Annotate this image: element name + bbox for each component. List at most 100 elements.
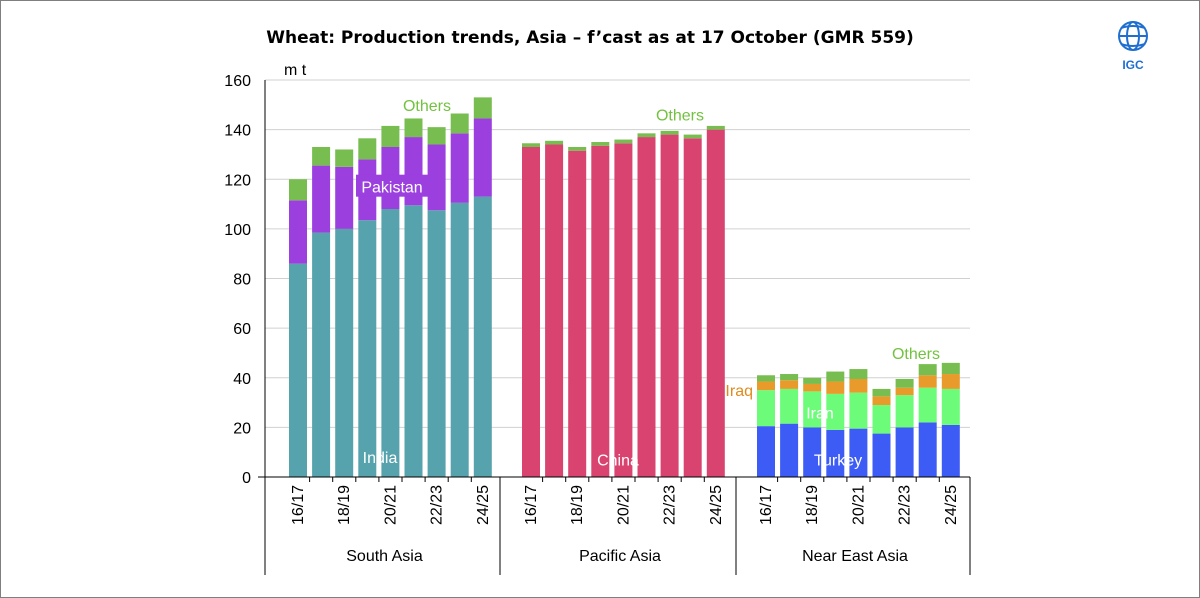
bar-segment-china xyxy=(545,144,564,477)
x-tick-label: 24/25 xyxy=(943,485,960,525)
bar-segment-pakistan xyxy=(473,118,492,197)
bar-segment-china xyxy=(568,150,587,477)
group-label: Pacific Asia xyxy=(579,548,661,565)
bars xyxy=(289,97,960,478)
bar-segment-iran xyxy=(895,395,914,428)
y-tick-label: 140 xyxy=(224,123,251,140)
bar-segment-others xyxy=(757,375,775,382)
bar-segment-india xyxy=(450,202,469,477)
bar-segment-others xyxy=(381,125,400,147)
bar-segment-turkey xyxy=(918,422,937,477)
globe-icon xyxy=(1118,21,1148,51)
series-label-china: China xyxy=(597,453,639,470)
bar-segment-iran xyxy=(826,393,845,430)
series-label-others: Others xyxy=(403,98,451,115)
y-tick-label: 120 xyxy=(224,172,251,189)
y-tick-label: 40 xyxy=(233,371,251,388)
bar-segment-india xyxy=(427,210,446,477)
x-tick-label: 16/17 xyxy=(758,485,775,525)
bar-segment-turkey xyxy=(849,428,868,477)
bar-segment-others xyxy=(545,140,564,145)
bar-segment-china xyxy=(637,137,656,477)
series-labels: India Pakistan Others China Others Turkey Iran… xyxy=(356,98,940,470)
bar-segment-turkey xyxy=(872,433,891,477)
bar-segment-pakistan xyxy=(289,200,307,264)
bar-segment-iraq xyxy=(872,396,891,406)
bar-segment-china xyxy=(660,134,679,477)
bar-segment-iran xyxy=(757,390,775,427)
bar-segment-iraq xyxy=(803,383,822,392)
bar-segment-others xyxy=(706,125,725,130)
bar-segment-turkey xyxy=(803,427,822,477)
y-tick-label: 60 xyxy=(233,321,251,338)
bar-segment-turkey xyxy=(757,426,775,477)
x-tick-label: 22/23 xyxy=(429,485,446,525)
bar-segment-india xyxy=(381,209,400,477)
bar-segment-china xyxy=(614,143,633,477)
x-tick-label: 22/23 xyxy=(897,485,914,525)
series-label-iraq: Iraq xyxy=(725,383,753,400)
x-tick-label: 18/19 xyxy=(569,485,586,525)
bar-segment-india xyxy=(289,263,307,477)
bar-segment-turkey xyxy=(895,427,914,477)
bar-segment-china xyxy=(522,146,540,477)
bar-segment-others xyxy=(614,139,633,144)
x-tick-label: 22/23 xyxy=(662,485,679,525)
chart-title: Wheat: Production trends, Asia – f’cast … xyxy=(266,28,914,48)
bar-segment-others xyxy=(872,388,891,397)
bar-segment-iran xyxy=(803,391,822,428)
bar-segment-iran xyxy=(941,388,960,425)
series-label-pakistan: Pakistan xyxy=(361,180,422,197)
y-tick-label: 80 xyxy=(233,272,251,289)
bar-segment-iraq xyxy=(895,387,914,396)
bar-segment-turkey xyxy=(826,429,845,477)
bar-segment-pakistan xyxy=(312,165,331,233)
bar-segment-india xyxy=(404,205,423,477)
series-label-iran: Iran xyxy=(806,405,834,422)
bar-segment-others xyxy=(404,118,423,138)
axes: 0 20 40 60 80 100 120 140 160 16/17 18/19 20/21 22/2… xyxy=(224,73,971,575)
group-label: Near East Asia xyxy=(802,548,908,565)
bar-segment-others xyxy=(591,142,610,146)
bar-segment-pakistan xyxy=(450,133,469,203)
bar-segment-others xyxy=(335,149,354,167)
x-tick-label: 24/25 xyxy=(475,485,492,525)
label-background xyxy=(356,174,428,197)
logo-text: IGC xyxy=(1122,58,1144,72)
bar-segment-others xyxy=(450,113,469,134)
bar-segment-china xyxy=(591,145,610,478)
x-tick-label: 18/19 xyxy=(336,485,353,525)
bar-segment-china xyxy=(706,129,725,477)
bar-segment-iraq xyxy=(780,380,799,389)
bar-segment-others xyxy=(358,138,377,160)
x-tick-label: 20/21 xyxy=(615,485,632,525)
bar-segment-others xyxy=(803,377,822,384)
bar-segment-turkey xyxy=(941,424,960,477)
bar-segment-india xyxy=(358,220,377,478)
bar-segment-others xyxy=(849,369,868,379)
bar-segment-others xyxy=(941,362,960,375)
bar-segment-iraq xyxy=(941,374,960,389)
bar-segment-iran xyxy=(849,392,868,429)
x-tick-label: 16/17 xyxy=(523,485,540,525)
bar-segment-iraq xyxy=(826,381,845,394)
bar-segment-iraq xyxy=(849,378,868,393)
bar-segment-india xyxy=(335,228,354,477)
x-tick-label: 18/19 xyxy=(804,485,821,525)
bar-segment-iran xyxy=(918,387,937,423)
bar-segment-others xyxy=(826,371,845,382)
series-label-india: India xyxy=(363,450,398,467)
bar-segment-china xyxy=(683,138,702,477)
bar-segment-others xyxy=(918,364,937,376)
bar-segment-others xyxy=(568,146,587,151)
bar-segment-india xyxy=(312,232,331,477)
bar-segment-others xyxy=(683,134,702,139)
bar-segment-others xyxy=(660,130,679,135)
bar-segment-iran xyxy=(872,405,891,434)
bar-segment-others xyxy=(312,146,331,166)
y-tick-label: 100 xyxy=(224,222,251,239)
series-label-turkey: Turkey xyxy=(814,453,862,470)
x-tick-label: 20/21 xyxy=(850,485,867,525)
bar-segment-iraq xyxy=(757,381,775,391)
